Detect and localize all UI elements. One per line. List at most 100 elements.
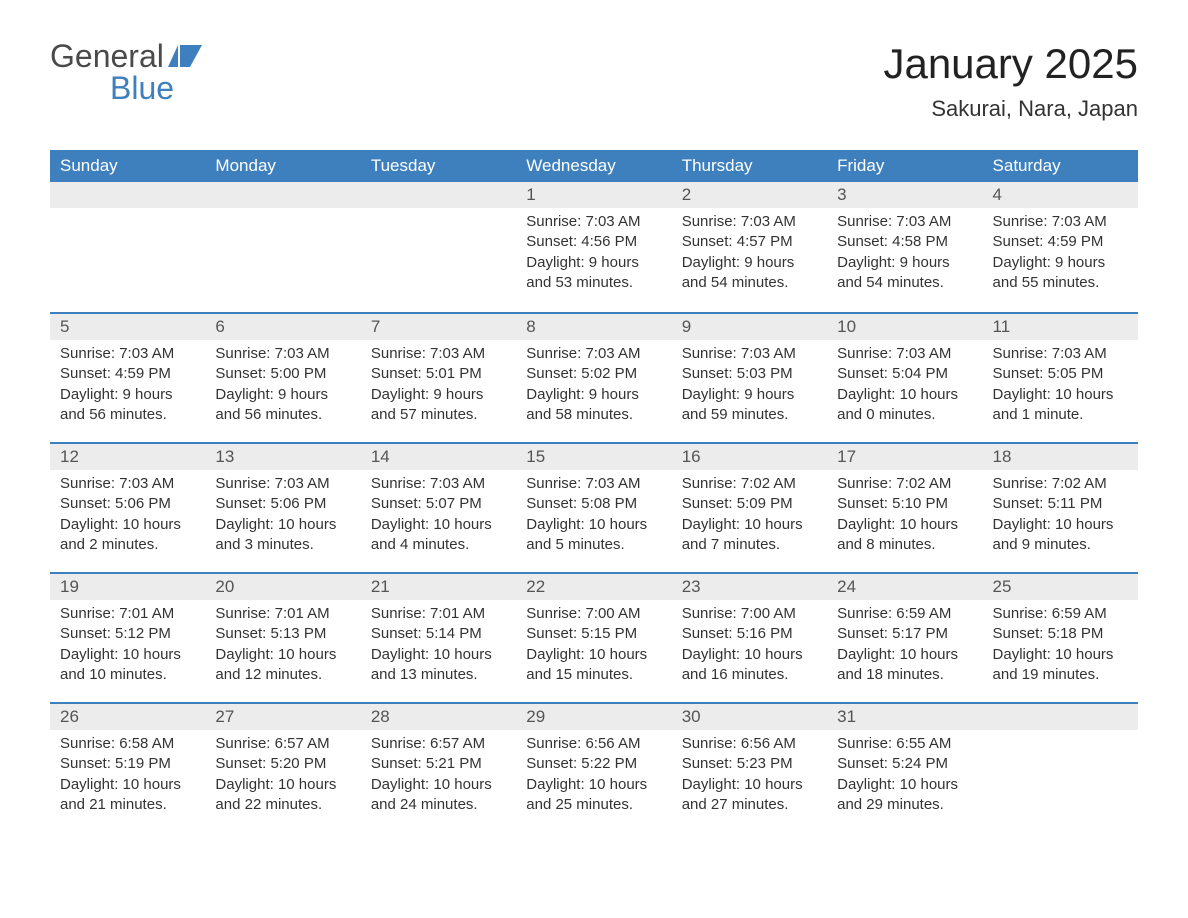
calendar-day-cell: 28Sunrise: 6:57 AMSunset: 5:21 PMDayligh… (361, 702, 516, 832)
day-number: 14 (361, 442, 516, 470)
day-number: 16 (672, 442, 827, 470)
sunrise-line: Sunrise: 7:03 AM (993, 212, 1128, 232)
sunset-line: Sunset: 5:07 PM (371, 494, 506, 514)
sunrise-line: Sunrise: 7:01 AM (60, 604, 195, 624)
sunrise-line: Sunrise: 7:03 AM (371, 344, 506, 364)
calendar-day-cell: 6Sunrise: 7:03 AMSunset: 5:00 PMDaylight… (205, 312, 360, 442)
page-subtitle: Sakurai, Nara, Japan (883, 96, 1138, 122)
day-content: Sunrise: 7:03 AMSunset: 5:04 PMDaylight:… (827, 340, 982, 431)
daylight-line: Daylight: 10 hours and 9 minutes. (993, 515, 1128, 556)
day-number: 9 (672, 312, 827, 340)
day-number: 12 (50, 442, 205, 470)
daylight-line: Daylight: 10 hours and 22 minutes. (215, 775, 350, 816)
sunset-line: Sunset: 5:19 PM (60, 754, 195, 774)
sunset-line: Sunset: 5:15 PM (526, 624, 661, 644)
day-content: Sunrise: 7:01 AMSunset: 5:12 PMDaylight:… (50, 600, 205, 691)
day-content: Sunrise: 6:58 AMSunset: 5:19 PMDaylight:… (50, 730, 205, 821)
daylight-line: Daylight: 10 hours and 24 minutes. (371, 775, 506, 816)
sunrise-line: Sunrise: 7:03 AM (682, 344, 817, 364)
daylight-line: Daylight: 10 hours and 8 minutes. (837, 515, 972, 556)
daylight-line: Daylight: 10 hours and 3 minutes. (215, 515, 350, 556)
sunrise-line: Sunrise: 7:00 AM (526, 604, 661, 624)
calendar-day-cell: 5Sunrise: 7:03 AMSunset: 4:59 PMDaylight… (50, 312, 205, 442)
calendar-day-cell: 3Sunrise: 7:03 AMSunset: 4:58 PMDaylight… (827, 182, 982, 312)
day-number: 15 (516, 442, 671, 470)
logo-text-2: Blue (50, 72, 202, 104)
calendar-day-cell: 17Sunrise: 7:02 AMSunset: 5:10 PMDayligh… (827, 442, 982, 572)
day-number: 27 (205, 702, 360, 730)
day-number: 13 (205, 442, 360, 470)
daylight-line: Daylight: 9 hours and 58 minutes. (526, 385, 661, 426)
daylight-line: Daylight: 10 hours and 19 minutes. (993, 645, 1128, 686)
calendar-day-cell: 12Sunrise: 7:03 AMSunset: 5:06 PMDayligh… (50, 442, 205, 572)
sunrise-line: Sunrise: 7:01 AM (371, 604, 506, 624)
day-number: 28 (361, 702, 516, 730)
calendar-day-cell: 16Sunrise: 7:02 AMSunset: 5:09 PMDayligh… (672, 442, 827, 572)
daylight-line: Daylight: 9 hours and 59 minutes. (682, 385, 817, 426)
daylight-line: Daylight: 10 hours and 27 minutes. (682, 775, 817, 816)
calendar-week-row: 19Sunrise: 7:01 AMSunset: 5:12 PMDayligh… (50, 572, 1138, 702)
sunset-line: Sunset: 5:13 PM (215, 624, 350, 644)
sunrise-line: Sunrise: 7:00 AM (682, 604, 817, 624)
daylight-line: Daylight: 9 hours and 53 minutes. (526, 253, 661, 294)
calendar-header-cell: Thursday (672, 150, 827, 182)
sunrise-line: Sunrise: 7:02 AM (682, 474, 817, 494)
day-content: Sunrise: 7:03 AMSunset: 5:03 PMDaylight:… (672, 340, 827, 431)
calendar-week-row: 1Sunrise: 7:03 AMSunset: 4:56 PMDaylight… (50, 182, 1138, 312)
sunset-line: Sunset: 5:16 PM (682, 624, 817, 644)
calendar-day-cell: 10Sunrise: 7:03 AMSunset: 5:04 PMDayligh… (827, 312, 982, 442)
day-content: Sunrise: 6:56 AMSunset: 5:23 PMDaylight:… (672, 730, 827, 821)
calendar-day-cell (361, 182, 516, 312)
sunrise-line: Sunrise: 7:02 AM (993, 474, 1128, 494)
sunrise-line: Sunrise: 7:03 AM (526, 212, 661, 232)
day-number: 25 (983, 572, 1138, 600)
calendar-day-cell: 25Sunrise: 6:59 AMSunset: 5:18 PMDayligh… (983, 572, 1138, 702)
day-content: Sunrise: 6:59 AMSunset: 5:18 PMDaylight:… (983, 600, 1138, 691)
calendar-day-cell: 2Sunrise: 7:03 AMSunset: 4:57 PMDaylight… (672, 182, 827, 312)
day-number (983, 702, 1138, 730)
sunset-line: Sunset: 5:24 PM (837, 754, 972, 774)
sunrise-line: Sunrise: 7:03 AM (993, 344, 1128, 364)
day-content: Sunrise: 7:02 AMSunset: 5:09 PMDaylight:… (672, 470, 827, 561)
day-number: 10 (827, 312, 982, 340)
daylight-line: Daylight: 10 hours and 29 minutes. (837, 775, 972, 816)
daylight-line: Daylight: 10 hours and 16 minutes. (682, 645, 817, 686)
calendar-day-cell: 15Sunrise: 7:03 AMSunset: 5:08 PMDayligh… (516, 442, 671, 572)
calendar-header-cell: Wednesday (516, 150, 671, 182)
daylight-line: Daylight: 10 hours and 25 minutes. (526, 775, 661, 816)
title-block: January 2025 Sakurai, Nara, Japan (883, 40, 1138, 122)
calendar-day-cell: 22Sunrise: 7:00 AMSunset: 5:15 PMDayligh… (516, 572, 671, 702)
daylight-line: Daylight: 10 hours and 10 minutes. (60, 645, 195, 686)
sunrise-line: Sunrise: 6:58 AM (60, 734, 195, 754)
calendar-header-row: SundayMondayTuesdayWednesdayThursdayFrid… (50, 150, 1138, 182)
sunrise-line: Sunrise: 7:03 AM (682, 212, 817, 232)
day-content: Sunrise: 7:03 AMSunset: 5:01 PMDaylight:… (361, 340, 516, 431)
day-content: Sunrise: 7:03 AMSunset: 4:59 PMDaylight:… (983, 208, 1138, 299)
sunrise-line: Sunrise: 7:01 AM (215, 604, 350, 624)
calendar-day-cell: 24Sunrise: 6:59 AMSunset: 5:17 PMDayligh… (827, 572, 982, 702)
daylight-line: Daylight: 10 hours and 5 minutes. (526, 515, 661, 556)
sunset-line: Sunset: 4:56 PM (526, 232, 661, 252)
sunrise-line: Sunrise: 7:03 AM (215, 474, 350, 494)
sunrise-line: Sunrise: 7:03 AM (215, 344, 350, 364)
sunrise-line: Sunrise: 7:03 AM (371, 474, 506, 494)
day-number: 29 (516, 702, 671, 730)
sunset-line: Sunset: 5:10 PM (837, 494, 972, 514)
calendar-day-cell: 18Sunrise: 7:02 AMSunset: 5:11 PMDayligh… (983, 442, 1138, 572)
day-number: 4 (983, 182, 1138, 208)
day-number: 5 (50, 312, 205, 340)
day-content: Sunrise: 7:00 AMSunset: 5:16 PMDaylight:… (672, 600, 827, 691)
day-number: 19 (50, 572, 205, 600)
day-content: Sunrise: 7:03 AMSunset: 5:02 PMDaylight:… (516, 340, 671, 431)
calendar-day-cell: 29Sunrise: 6:56 AMSunset: 5:22 PMDayligh… (516, 702, 671, 832)
calendar-day-cell: 20Sunrise: 7:01 AMSunset: 5:13 PMDayligh… (205, 572, 360, 702)
sunset-line: Sunset: 5:03 PM (682, 364, 817, 384)
day-content: Sunrise: 6:55 AMSunset: 5:24 PMDaylight:… (827, 730, 982, 821)
daylight-line: Daylight: 9 hours and 56 minutes. (215, 385, 350, 426)
day-number: 3 (827, 182, 982, 208)
day-content: Sunrise: 7:03 AMSunset: 5:05 PMDaylight:… (983, 340, 1138, 431)
sunset-line: Sunset: 5:01 PM (371, 364, 506, 384)
calendar-week-row: 5Sunrise: 7:03 AMSunset: 4:59 PMDaylight… (50, 312, 1138, 442)
daylight-line: Daylight: 9 hours and 57 minutes. (371, 385, 506, 426)
sunrise-line: Sunrise: 6:57 AM (215, 734, 350, 754)
